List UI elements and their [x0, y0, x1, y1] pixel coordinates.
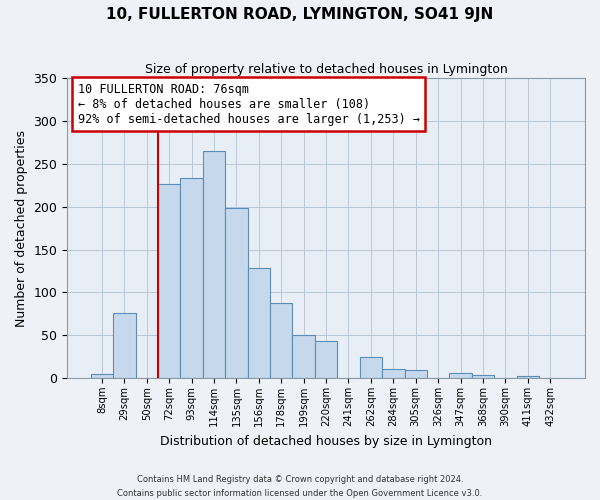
Bar: [472, 374, 494, 378]
Y-axis label: Number of detached properties: Number of detached properties: [15, 130, 28, 326]
Bar: [449, 373, 472, 378]
Bar: [91, 374, 113, 378]
Bar: [382, 368, 404, 378]
Bar: [292, 336, 315, 378]
Bar: [248, 268, 270, 378]
Text: 10, FULLERTON ROAD, LYMINGTON, SO41 9JN: 10, FULLERTON ROAD, LYMINGTON, SO41 9JN: [106, 8, 494, 22]
X-axis label: Distribution of detached houses by size in Lymington: Distribution of detached houses by size …: [160, 434, 492, 448]
Bar: [360, 356, 382, 378]
Bar: [181, 178, 203, 378]
Bar: [225, 208, 248, 378]
Bar: [203, 151, 225, 378]
Title: Size of property relative to detached houses in Lymington: Size of property relative to detached ho…: [145, 62, 508, 76]
Bar: [270, 302, 292, 378]
Text: Contains HM Land Registry data © Crown copyright and database right 2024.
Contai: Contains HM Land Registry data © Crown c…: [118, 476, 482, 498]
Bar: [404, 370, 427, 378]
Bar: [113, 313, 136, 378]
Text: 10 FULLERTON ROAD: 76sqm
← 8% of detached houses are smaller (108)
92% of semi-d: 10 FULLERTON ROAD: 76sqm ← 8% of detache…: [77, 82, 419, 126]
Bar: [315, 342, 337, 378]
Bar: [158, 184, 181, 378]
Bar: [517, 376, 539, 378]
